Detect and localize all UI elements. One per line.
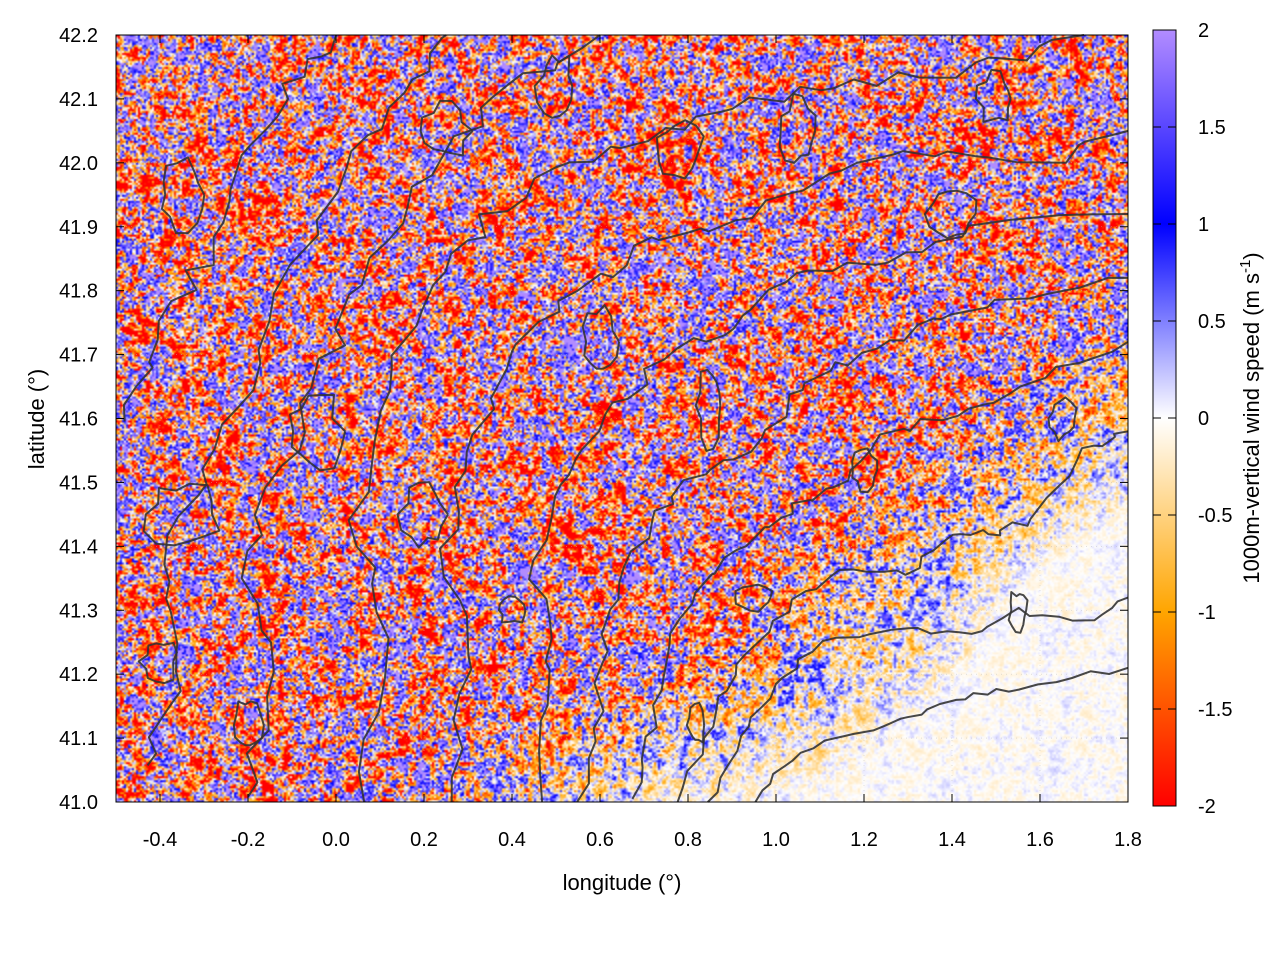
contour-line — [694, 368, 722, 452]
colorbar-title-main: 1000m-vertical wind speed (m s — [1239, 273, 1264, 584]
x-tick-label: 1.0 — [762, 829, 790, 851]
contour-line — [498, 595, 527, 624]
contour-line — [734, 583, 774, 613]
contour-line — [685, 701, 706, 744]
contour-line — [974, 68, 1012, 123]
contour-line — [240, 34, 601, 798]
x-tick-label: 1.8 — [1114, 829, 1142, 851]
contour-line — [528, 213, 1129, 803]
colorbar-tick-label: -2 — [1198, 796, 1216, 818]
contour-line — [146, 34, 447, 766]
colorbar-tick-label: -0.5 — [1198, 505, 1232, 527]
y-tick-label: 42.0 — [59, 153, 98, 175]
x-tick-label: 0.6 — [586, 829, 614, 851]
colorbar-tick-label: 0.5 — [1198, 311, 1226, 333]
colorbar-tick-label: 1.5 — [1198, 117, 1226, 139]
y-tick-label: 42.1 — [59, 89, 98, 111]
colorbar-title-tail: ) — [1239, 252, 1264, 259]
colorbar-tick-label: -1.5 — [1198, 699, 1232, 721]
x-axis-title: longitude (°) — [563, 870, 682, 895]
contour-line — [581, 304, 621, 370]
contour-line — [655, 119, 705, 180]
contour-line — [576, 276, 1129, 803]
terrain-contours — [122, 34, 1129, 803]
y-axis-title: latitude (°) — [24, 369, 49, 470]
y-tick-label: 41.2 — [59, 664, 98, 686]
contour-line — [160, 156, 206, 235]
grid-lines — [116, 34, 1129, 803]
contour-line — [754, 666, 1129, 803]
colorbar-ticks: 2 1.5 1 0.5 0 -0.5 -1 -1.5 -2 — [1153, 20, 1232, 818]
x-tick-label: 0.4 — [498, 829, 526, 851]
colorbar-tick-label: -1 — [1198, 602, 1216, 624]
x-tick-label: 1.4 — [938, 829, 966, 851]
x-tick-label: 0.0 — [322, 829, 350, 851]
y-tick-label: 41.5 — [59, 472, 98, 494]
contour-line — [1007, 591, 1029, 634]
y-tick-label: 41.8 — [59, 281, 98, 303]
x-axis-ticks: -0.4 -0.2 0.0 0.2 0.4 0.6 0.8 1.0 1.2 1.4 1.6 1.8 — [143, 35, 1142, 851]
x-tick-label: 1.6 — [1026, 829, 1054, 851]
y-tick-label: 41.1 — [59, 728, 98, 750]
contour-line — [142, 482, 221, 547]
y-axis-ticks: 41.0 41.1 41.2 41.3 41.4 41.5 41.6 41.7 41.8 41.9… — [59, 25, 1128, 814]
contour-line — [851, 447, 879, 494]
contour-line — [419, 99, 474, 157]
x-tick-label: 0.2 — [410, 829, 438, 851]
colorbar-title-exponent: -1 — [1237, 260, 1254, 273]
contour-line — [676, 430, 1129, 803]
contour-line — [232, 700, 265, 747]
contour-line — [439, 129, 1129, 803]
contour-line — [347, 34, 1085, 803]
colorbar-tick-label: 0 — [1198, 408, 1209, 430]
x-tick-label: 1.2 — [850, 829, 878, 851]
contour-line — [137, 641, 178, 685]
colorbar-tick-label: 2 — [1198, 20, 1209, 42]
x-tick-label: -0.4 — [143, 829, 177, 851]
y-tick-label: 42.2 — [59, 25, 98, 47]
y-tick-label: 41.3 — [59, 600, 98, 622]
y-tick-label: 41.9 — [59, 217, 98, 239]
x-tick-label: -0.2 — [231, 829, 265, 851]
contour-line — [122, 34, 337, 422]
contour-line — [707, 596, 1129, 803]
contour-line — [289, 393, 347, 472]
contour-line — [396, 481, 449, 549]
contour-line — [1047, 396, 1078, 443]
y-tick-label: 41.6 — [59, 409, 98, 431]
contour-line — [533, 54, 574, 119]
contour-line — [631, 340, 1129, 800]
contour-line — [923, 189, 978, 240]
x-tick-label: 0.8 — [674, 829, 702, 851]
y-tick-label: 41.7 — [59, 345, 98, 367]
contour-line — [778, 92, 817, 164]
colorbar-title: 1000m-vertical wind speed (m s-1) — [1237, 252, 1264, 583]
y-tick-label: 41.0 — [59, 792, 98, 814]
colorbar-tick-label: 1 — [1198, 214, 1209, 236]
y-tick-label: 41.4 — [59, 536, 98, 558]
